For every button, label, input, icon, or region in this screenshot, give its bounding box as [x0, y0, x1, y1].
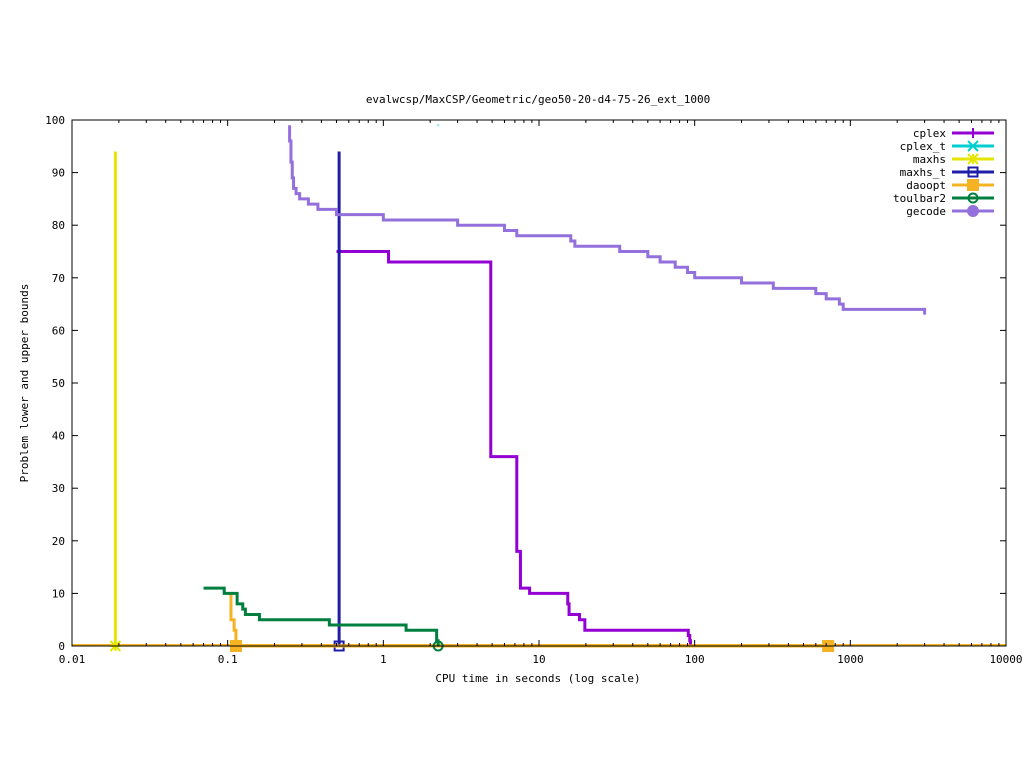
legend-item-maxhs: maxhs [913, 153, 994, 166]
y-tick-label: 60 [52, 324, 65, 337]
y-axis-label: Problem lower and upper bounds [18, 284, 31, 483]
x-tick-label: 100 [685, 653, 705, 666]
legend-marker [968, 128, 978, 138]
plot-frame [71, 119, 1007, 647]
y-tick-label: 80 [52, 219, 65, 232]
legend-label: cplex_t [900, 140, 946, 153]
x-tick-label: 0.1 [218, 653, 238, 666]
legend-item-maxhs_t: maxhs_t [900, 166, 994, 179]
legend-marker [967, 140, 979, 152]
legend-label: maxhs [913, 153, 946, 166]
legend-item-cplex: cplex [913, 127, 994, 140]
legend-marker [967, 205, 979, 217]
series-line [203, 586, 440, 646]
x-axis-label: CPU time in seconds (log scale) [435, 672, 640, 685]
y-tick-label: 30 [52, 482, 65, 495]
series-maxhs [109, 151, 122, 652]
y-tick-label: 70 [52, 272, 65, 285]
series-cplex_t [436, 123, 440, 127]
legend-item-cplex_t: cplex_t [900, 140, 994, 153]
y-tick-label: 10 [52, 587, 65, 600]
x-tick-label: 10000 [989, 653, 1022, 666]
series-gecode [288, 125, 927, 315]
legend-marker [967, 179, 979, 191]
x-tick-label: 10 [532, 653, 545, 666]
series-line [336, 250, 692, 646]
y-tick-label: 0 [58, 640, 65, 653]
legend: cplexcplex_tmaxhsmaxhs_tdaoopttoulbar2ge… [893, 127, 994, 218]
series-line [288, 125, 927, 315]
legend-label: cplex [913, 127, 946, 140]
y-tick-label: 50 [52, 377, 65, 390]
legend-marker [967, 153, 979, 165]
legend-label: daoopt [906, 179, 946, 192]
legend-label: gecode [906, 205, 946, 218]
y-tick-label: 100 [45, 114, 65, 127]
y-tick-label: 20 [52, 535, 65, 548]
series-point [436, 123, 440, 127]
series-cplex [336, 250, 692, 646]
series-maxhs_t [333, 151, 345, 652]
x-tick-label: 0.01 [59, 653, 86, 666]
legend-label: toulbar2 [893, 192, 946, 205]
legend-marker [967, 192, 979, 204]
legend-item-toulbar2: toulbar2 [893, 192, 994, 205]
x-tick-label: 1 [380, 653, 387, 666]
legend-label: maxhs_t [900, 166, 946, 179]
y-tick-label: 90 [52, 167, 65, 180]
legend-marker [967, 166, 979, 178]
chart-title: evalwcsp/MaxCSP/Geometric/geo50-20-d4-75… [366, 93, 710, 106]
legend-item-daoopt: daoopt [906, 179, 994, 192]
legend-item-gecode: gecode [906, 205, 994, 218]
y-tick-label: 40 [52, 430, 65, 443]
x-tick-label: 1000 [837, 653, 864, 666]
